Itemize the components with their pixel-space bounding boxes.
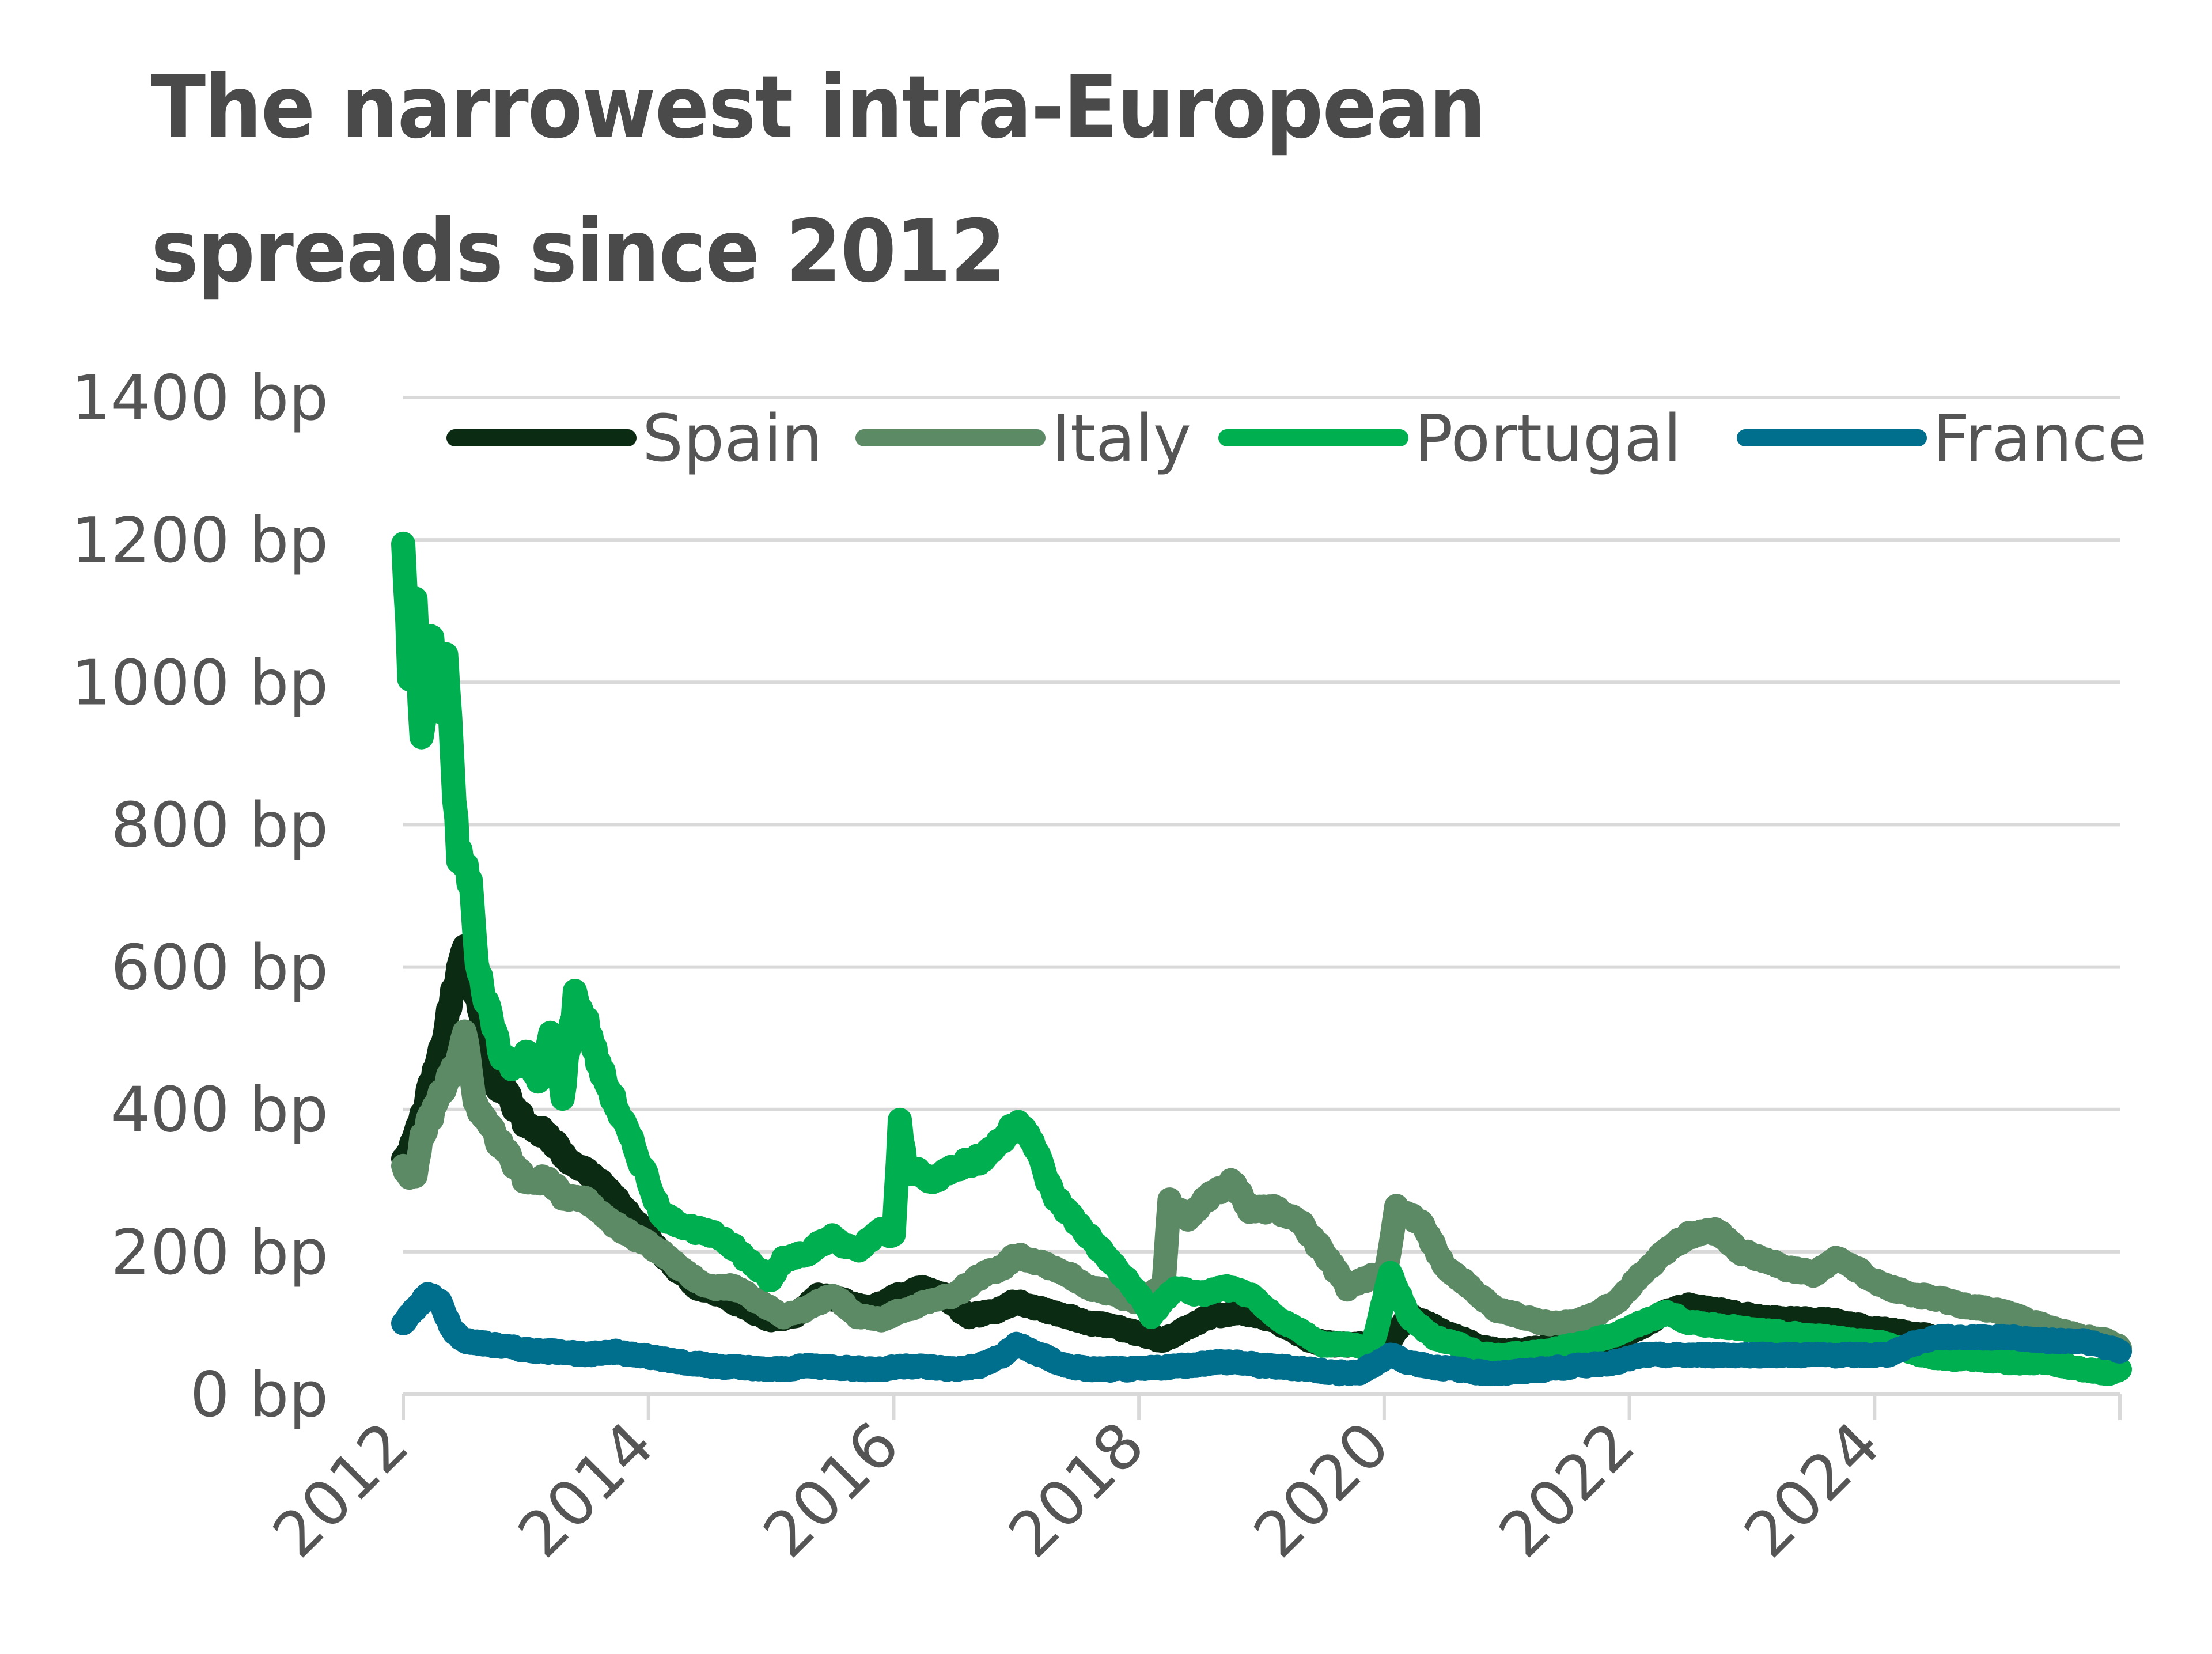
x-tick-label: 2014 bbox=[505, 1409, 668, 1572]
y-tick-label: 200 bp bbox=[111, 1217, 328, 1289]
series-line-italy bbox=[391, 1019, 2132, 1360]
legend-label: France bbox=[1933, 402, 2147, 476]
y-tick-label: 400 bp bbox=[111, 1074, 328, 1146]
legend-label: Italy bbox=[1051, 402, 1191, 476]
x-axis bbox=[402, 1392, 2122, 1420]
series-line-portugal bbox=[391, 531, 2132, 1386]
y-tick-label: 1200 bp bbox=[71, 505, 328, 577]
chart-title-line-2: spreads since 2012 bbox=[151, 202, 1006, 302]
x-tick-label: 2012 bbox=[260, 1409, 423, 1572]
y-tick-label: 1000 bp bbox=[71, 647, 328, 719]
chart-title: The narrowest intra-European spreads sin… bbox=[151, 36, 1651, 324]
y-axis-tick-labels: 0 bp 200 bp 400 bp 600 bp 800 bp 1000 bp 1200 … bbox=[71, 362, 328, 1431]
y-tick-label: 1400 bp bbox=[71, 362, 328, 434]
y-tick-label: 600 bp bbox=[111, 932, 328, 1004]
x-tick-label: 2016 bbox=[750, 1409, 913, 1572]
x-axis-tick-labels: 2012 2014 2016 2018 2020 2022 2024 bbox=[260, 1409, 1894, 1572]
y-tick-label: 0 bp bbox=[190, 1359, 328, 1431]
legend-label: Portugal bbox=[1414, 402, 1681, 476]
x-tick-label: 2018 bbox=[995, 1409, 1158, 1572]
legend-item-spain: Spain bbox=[446, 402, 823, 476]
x-tick-label: 2024 bbox=[1731, 1409, 1894, 1572]
legend-item-italy: Italy bbox=[855, 402, 1191, 476]
legend-item-france: France bbox=[1737, 402, 2147, 476]
series-line-france bbox=[391, 1282, 2132, 1387]
x-tick-label: 2022 bbox=[1486, 1409, 1649, 1572]
chart-title-line-1: The narrowest intra-European bbox=[151, 58, 1486, 158]
legend: Spain Italy Portugal France bbox=[446, 402, 2147, 476]
x-tick-label: 2020 bbox=[1240, 1409, 1403, 1572]
gridlines bbox=[403, 396, 2120, 1254]
legend-item-portugal: Portugal bbox=[1218, 402, 1681, 476]
y-tick-label: 800 bp bbox=[111, 789, 328, 861]
legend-label: Spain bbox=[642, 402, 823, 476]
series-lines bbox=[391, 531, 2132, 1387]
